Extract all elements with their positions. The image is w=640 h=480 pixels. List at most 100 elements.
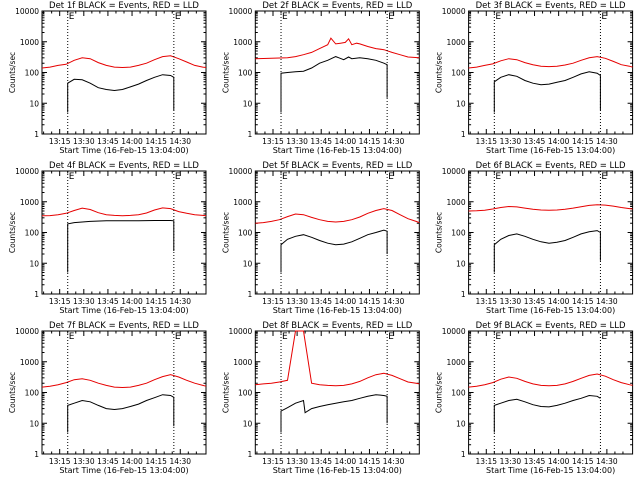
- time-marker-label: E: [69, 12, 75, 22]
- x-tick-label: 14:15: [145, 457, 167, 466]
- time-marker-label: E: [601, 332, 607, 342]
- time-marker-label: E: [69, 172, 75, 182]
- plot-frame: [41, 10, 207, 135]
- y-tick-label: 100: [451, 229, 466, 238]
- events-line: [280, 394, 388, 433]
- x-tick-label: 14:00: [548, 137, 570, 146]
- panel-title: Det 7f BLACK = Events, RED = LLD: [49, 321, 199, 331]
- x-tick-label: 13:45: [310, 297, 332, 306]
- y-tick-label: 10000: [15, 167, 39, 176]
- events-line: [493, 230, 601, 273]
- x-tick-label: 13:30: [73, 137, 95, 146]
- time-marker-label: E: [175, 12, 181, 22]
- y-axis-label: Counts/sec: [8, 52, 17, 93]
- y-tick-label: 10: [29, 99, 39, 108]
- events-line: [493, 394, 601, 433]
- panel-det-4f: Det 4f BLACK = Events, RED = LLD 1 10 100 10…: [8, 161, 207, 315]
- y-tick-label: 100: [25, 69, 40, 78]
- lld-line: [255, 330, 420, 387]
- x-tick-label: 14:15: [572, 137, 594, 146]
- y-tick-label: 1: [461, 130, 466, 139]
- x-tick-label: 13:15: [262, 457, 284, 466]
- x-tick-label: 14:00: [335, 137, 357, 146]
- y-tick-label: 100: [451, 389, 466, 398]
- x-tick-label: 13:45: [524, 137, 546, 146]
- events-line: [280, 229, 388, 273]
- x-tick-label: 14:15: [145, 137, 167, 146]
- time-marker-label: E: [388, 172, 394, 182]
- y-tick-label: 10000: [15, 327, 39, 336]
- x-tick-label: 14:15: [572, 457, 594, 466]
- x-tick-label: 14:30: [383, 297, 405, 306]
- y-tick-label: 10000: [228, 7, 252, 16]
- y-tick-label: 10: [243, 259, 253, 268]
- lld-line: [468, 373, 633, 388]
- events-line: [280, 56, 388, 113]
- y-axis-label: Counts/sec: [435, 212, 444, 253]
- panel-det-1f: Det 1f BLACK = Events, RED = LLD 1 10 100 10…: [8, 1, 207, 155]
- x-tick-label: 13:15: [475, 297, 497, 306]
- time-marker-label: E: [601, 12, 607, 22]
- plot-frame: [254, 330, 420, 455]
- time-marker-label: E: [175, 172, 181, 182]
- events-line: [67, 220, 175, 273]
- y-axis-label: Counts/sec: [435, 52, 444, 93]
- panel-title: Det 3f BLACK = Events, RED = LLD: [476, 1, 626, 11]
- panel-title: Det 1f BLACK = Events, RED = LLD: [49, 1, 199, 11]
- lld-line: [41, 207, 207, 217]
- x-tick-label: 13:45: [310, 137, 332, 146]
- x-tick-label: 14:15: [359, 137, 381, 146]
- plot-frame: [254, 170, 420, 295]
- y-tick-label: 10000: [228, 167, 252, 176]
- y-tick-label: 1: [248, 450, 253, 459]
- y-axis-label: Counts/sec: [8, 212, 17, 253]
- x-tick-label: 13:30: [500, 297, 522, 306]
- y-tick-label: 10000: [15, 7, 39, 16]
- plot-frame: [41, 170, 207, 295]
- x-tick-label: 14:00: [121, 457, 143, 466]
- x-axis-label: Start Time (16-Feb-15 13:04:00): [486, 306, 615, 315]
- panel-title: Det 6f BLACK = Events, RED = LLD: [476, 161, 626, 171]
- y-axis-label: Counts/sec: [221, 372, 230, 413]
- plot-frame: [468, 170, 634, 295]
- time-marker-label: E: [495, 172, 501, 182]
- x-tick-label: 13:30: [500, 137, 522, 146]
- y-tick-label: 1: [461, 290, 466, 299]
- x-tick-label: 13:15: [262, 137, 284, 146]
- x-tick-label: 13:15: [49, 297, 71, 306]
- plot-frame: [254, 10, 420, 135]
- y-tick-label: 1000: [233, 198, 252, 207]
- time-marker-label: E: [388, 12, 394, 22]
- plot-frame: [468, 10, 634, 135]
- lld-line: [255, 37, 420, 60]
- time-marker-label: E: [69, 332, 75, 342]
- events-line: [67, 74, 175, 113]
- x-tick-label: 14:00: [335, 297, 357, 306]
- x-tick-label: 13:30: [286, 457, 308, 466]
- y-tick-label: 100: [238, 389, 253, 398]
- y-tick-label: 100: [238, 69, 253, 78]
- x-tick-label: 13:45: [524, 297, 546, 306]
- y-tick-label: 100: [238, 229, 253, 238]
- x-tick-label: 14:30: [169, 297, 191, 306]
- y-tick-label: 1: [34, 450, 39, 459]
- y-tick-label: 10000: [442, 167, 466, 176]
- x-tick-label: 13:45: [524, 457, 546, 466]
- y-tick-label: 1000: [233, 358, 252, 367]
- lld-line: [41, 55, 207, 69]
- y-tick-label: 100: [25, 229, 40, 238]
- x-tick-label: 14:30: [596, 457, 618, 466]
- y-tick-label: 1000: [447, 358, 466, 367]
- y-tick-label: 1000: [20, 38, 39, 47]
- x-tick-label: 14:00: [121, 297, 143, 306]
- y-tick-label: 1000: [233, 38, 252, 47]
- x-tick-label: 13:45: [97, 137, 119, 146]
- x-tick-label: 13:30: [286, 137, 308, 146]
- panel-title: Det 2f BLACK = Events, RED = LLD: [262, 1, 412, 11]
- panel-det-7f: Det 7f BLACK = Events, RED = LLD 1 10 100 10…: [8, 321, 207, 475]
- x-axis-label: Start Time (16-Feb-15 13:04:00): [59, 466, 188, 475]
- y-tick-label: 1000: [20, 198, 39, 207]
- y-axis-label: Counts/sec: [8, 372, 17, 413]
- x-tick-label: 13:45: [97, 297, 119, 306]
- x-tick-label: 14:00: [548, 297, 570, 306]
